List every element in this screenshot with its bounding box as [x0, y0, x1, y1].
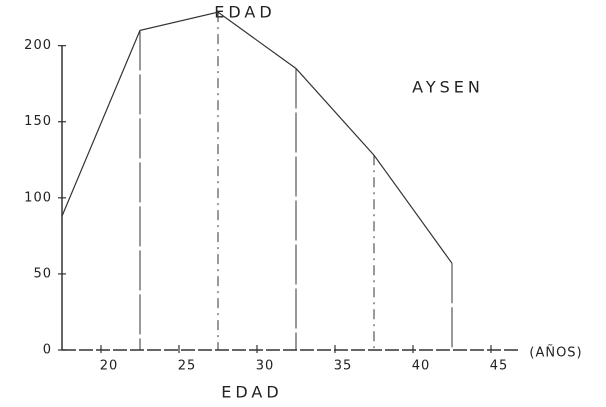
- y-tick-label: 50: [33, 266, 52, 281]
- x-tick-label: 35: [334, 359, 353, 374]
- x-tick-label: 25: [178, 359, 197, 374]
- x-axis-label: EDAD: [221, 383, 282, 402]
- x-axis-unit: (AÑOS): [529, 345, 582, 361]
- x-tick-label: 45: [490, 359, 509, 374]
- y-tick-label: 200: [24, 38, 52, 53]
- x-tick-label: 40: [412, 359, 431, 374]
- y-tick-label: 100: [24, 190, 52, 205]
- y-tick-label: 150: [24, 114, 52, 129]
- chart-title: EDAD: [214, 3, 275, 22]
- x-tick-label: 20: [100, 359, 119, 374]
- data-line: [61, 11, 453, 264]
- x-tick-label: 30: [256, 359, 275, 374]
- y-tick-label: 0: [43, 343, 52, 358]
- annotation: AYSEN: [412, 78, 484, 97]
